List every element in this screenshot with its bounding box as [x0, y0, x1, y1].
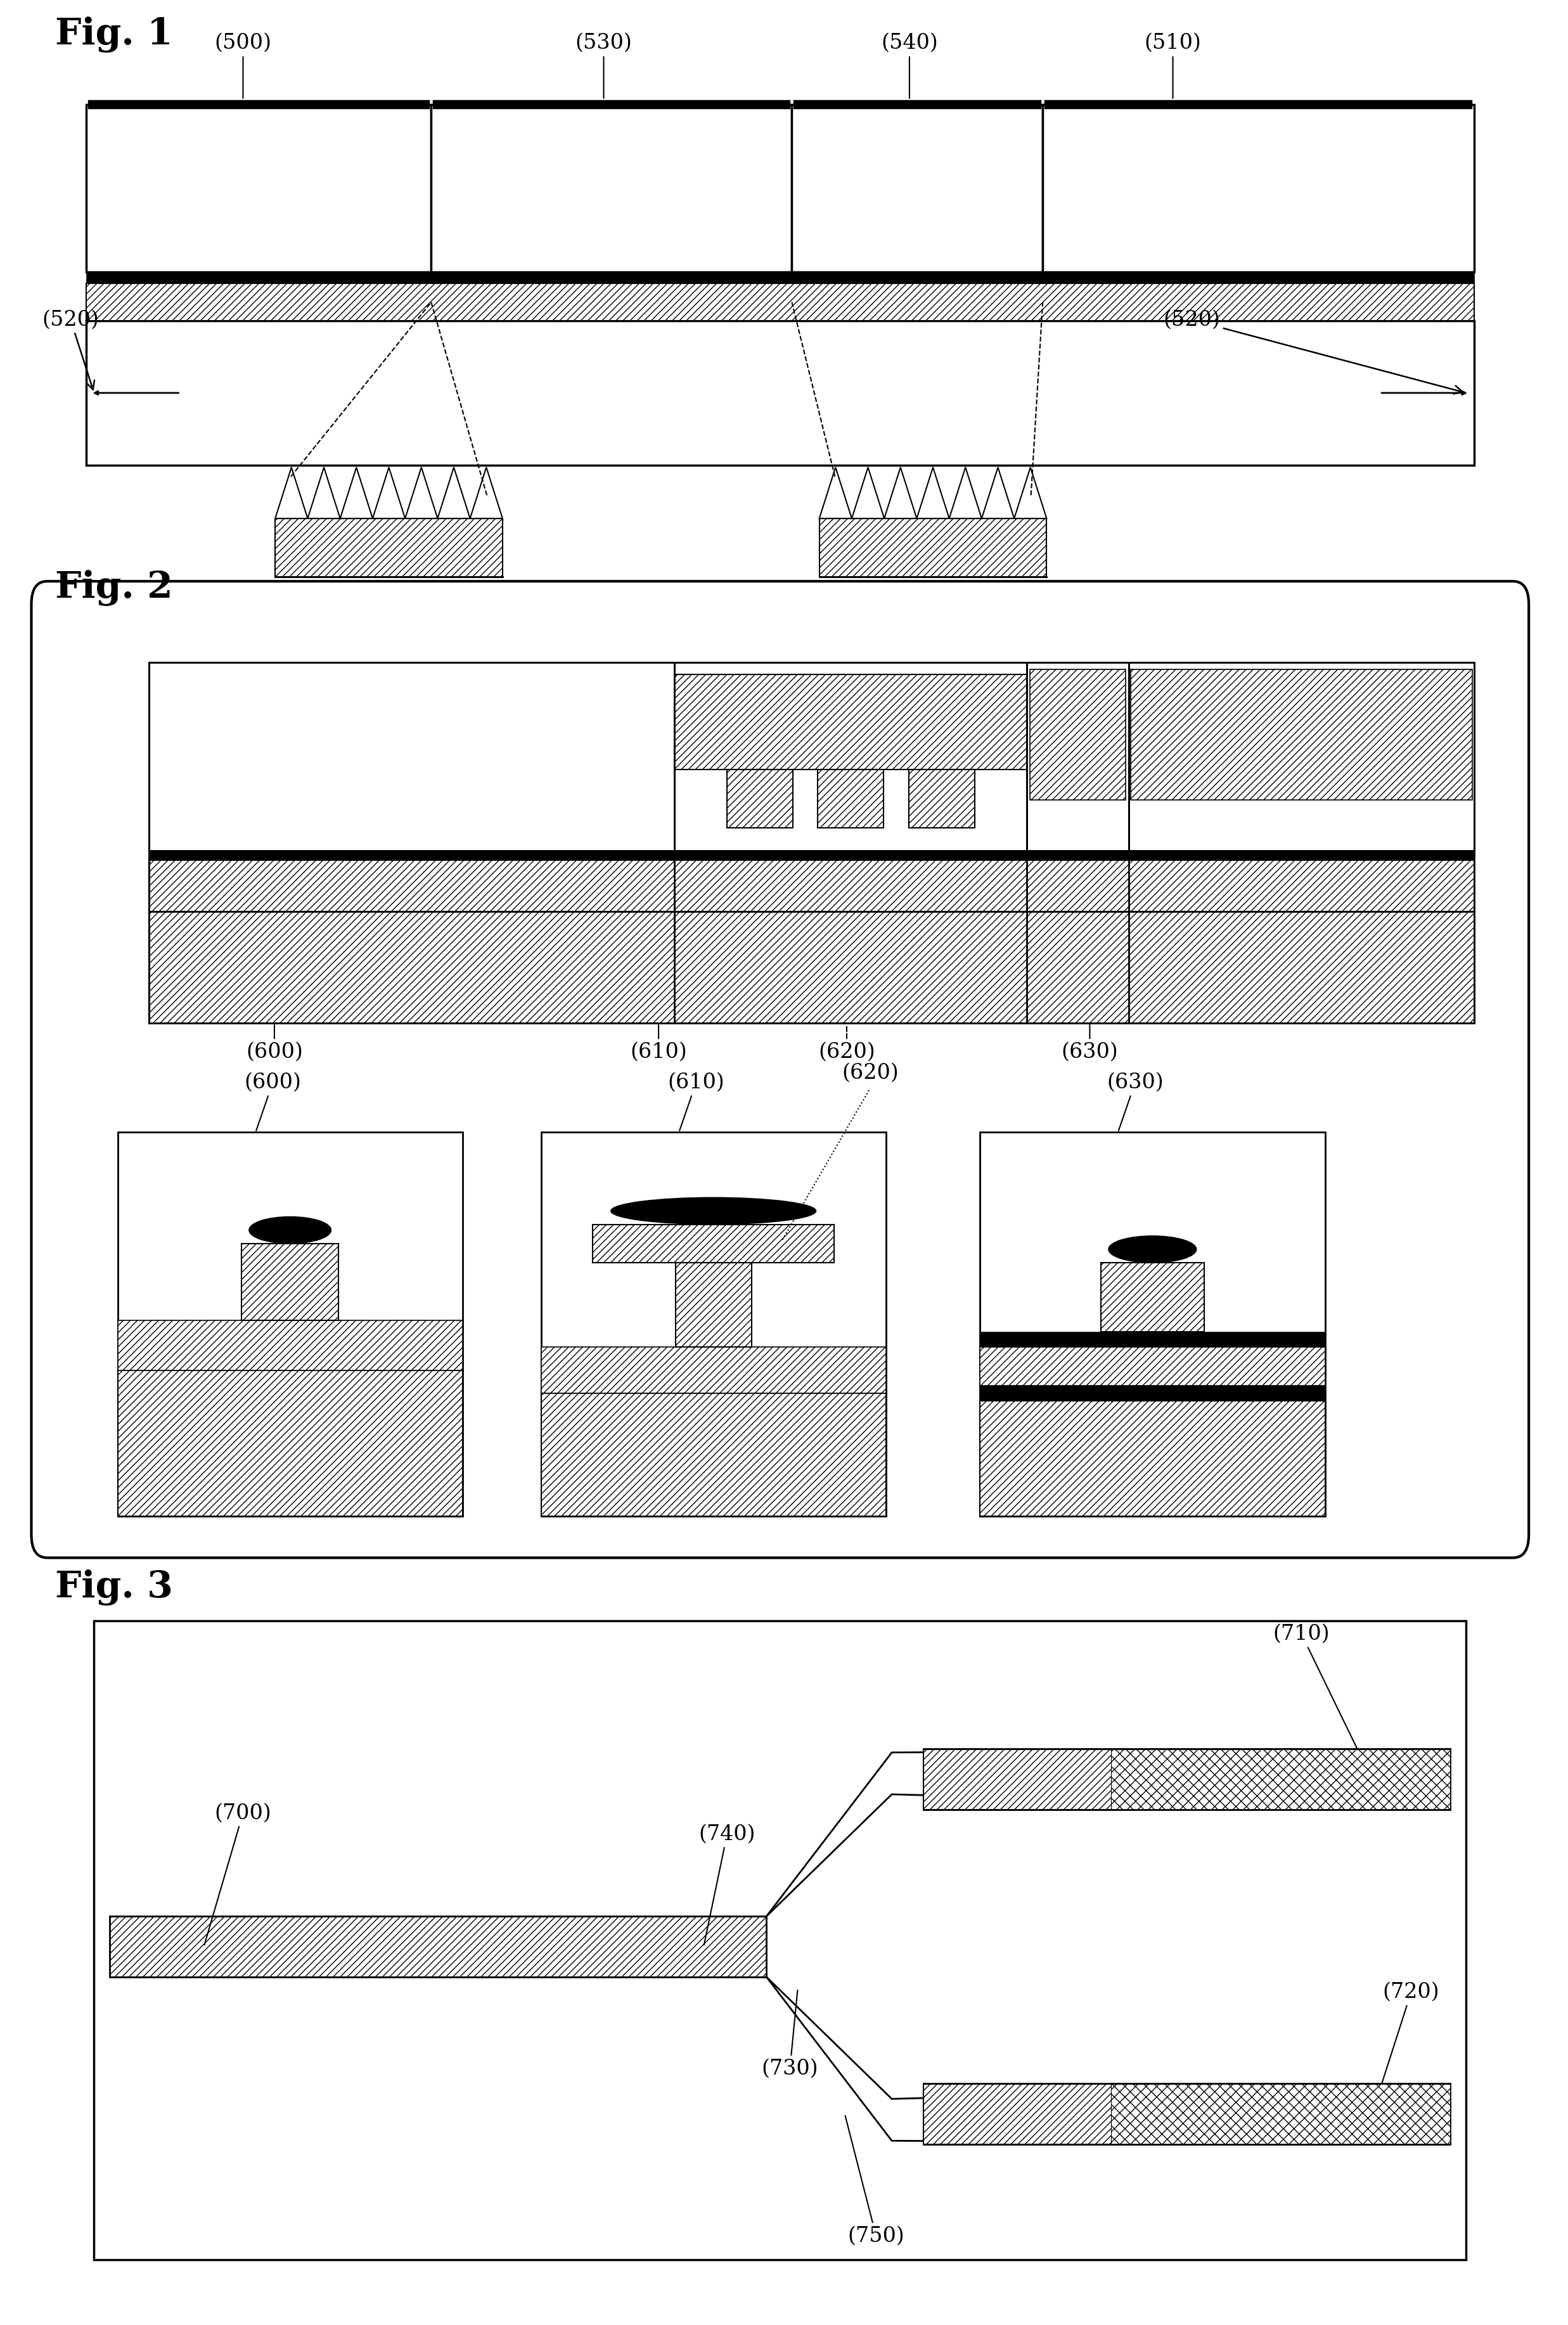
Text: (610): (610): [630, 1025, 687, 1063]
Bar: [674, 674, 1027, 770]
Bar: [909, 770, 975, 828]
Text: (620): (620): [842, 1063, 898, 1083]
FancyBboxPatch shape: [31, 581, 1529, 1558]
Text: (610): (610): [668, 1072, 724, 1130]
Bar: [86, 321, 1474, 465]
Bar: [86, 105, 431, 272]
Bar: [818, 518, 1047, 577]
Text: (720): (720): [1372, 1981, 1439, 2113]
Text: Fig. 1: Fig. 1: [55, 16, 172, 53]
Polygon shape: [274, 467, 502, 518]
Bar: [1131, 670, 1472, 800]
Bar: [541, 1393, 886, 1516]
Text: (750): (750): [845, 2116, 905, 2246]
Text: (700): (700): [204, 1802, 271, 1946]
Ellipse shape: [249, 1216, 331, 1244]
Bar: [94, 1621, 1466, 2260]
Polygon shape: [767, 1976, 1450, 2144]
Bar: [433, 100, 790, 109]
Text: (520): (520): [1163, 309, 1463, 393]
Text: (600): (600): [246, 1025, 303, 1063]
Text: (600): (600): [245, 1072, 301, 1130]
Text: (500): (500): [215, 33, 271, 98]
Bar: [1043, 105, 1474, 272]
Bar: [728, 770, 793, 828]
Polygon shape: [767, 1748, 1450, 1916]
Text: (530): (530): [575, 33, 632, 98]
Bar: [1112, 1748, 1450, 1809]
Bar: [593, 1225, 834, 1262]
Bar: [118, 1132, 463, 1516]
Bar: [980, 1346, 1325, 1386]
Text: Fig. 2: Fig. 2: [55, 570, 172, 607]
Bar: [431, 105, 792, 272]
Bar: [86, 284, 1474, 321]
Bar: [149, 860, 1474, 911]
Bar: [88, 100, 430, 109]
Text: (730): (730): [762, 1990, 818, 2079]
Bar: [274, 518, 502, 577]
Bar: [1027, 663, 1129, 851]
Bar: [86, 272, 1474, 284]
Bar: [674, 663, 1027, 851]
Text: (740): (740): [699, 1823, 756, 1946]
Bar: [149, 911, 1474, 1023]
Bar: [541, 1132, 886, 1516]
Text: Fig. 3: Fig. 3: [55, 1569, 172, 1607]
Text: (620): (620): [818, 1025, 875, 1063]
Bar: [149, 663, 674, 851]
Text: (710): (710): [1273, 1623, 1372, 1779]
Bar: [1030, 670, 1126, 800]
Bar: [1129, 663, 1474, 851]
Text: (520): (520): [42, 309, 99, 391]
Bar: [980, 1332, 1325, 1346]
Bar: [541, 1346, 886, 1393]
Bar: [818, 770, 884, 828]
Bar: [980, 1400, 1325, 1516]
Bar: [924, 1748, 1450, 1809]
Bar: [980, 1386, 1325, 1400]
Text: (510): (510): [1145, 33, 1201, 98]
Bar: [241, 1244, 339, 1321]
Ellipse shape: [1109, 1237, 1196, 1262]
Polygon shape: [818, 467, 1047, 518]
Bar: [1101, 1262, 1204, 1332]
Bar: [1112, 2083, 1450, 2144]
Bar: [118, 1321, 463, 1369]
Bar: [676, 1262, 751, 1346]
Bar: [792, 105, 1043, 272]
Text: (540): (540): [881, 33, 938, 98]
Bar: [110, 1916, 767, 1976]
Bar: [793, 100, 1041, 109]
Text: (630): (630): [1107, 1072, 1163, 1130]
Bar: [980, 1132, 1325, 1516]
Bar: [1044, 100, 1472, 109]
Ellipse shape: [612, 1197, 815, 1225]
Bar: [118, 1369, 463, 1516]
Bar: [924, 2083, 1450, 2144]
Bar: [149, 851, 1474, 860]
Text: (630): (630): [1062, 1025, 1118, 1063]
